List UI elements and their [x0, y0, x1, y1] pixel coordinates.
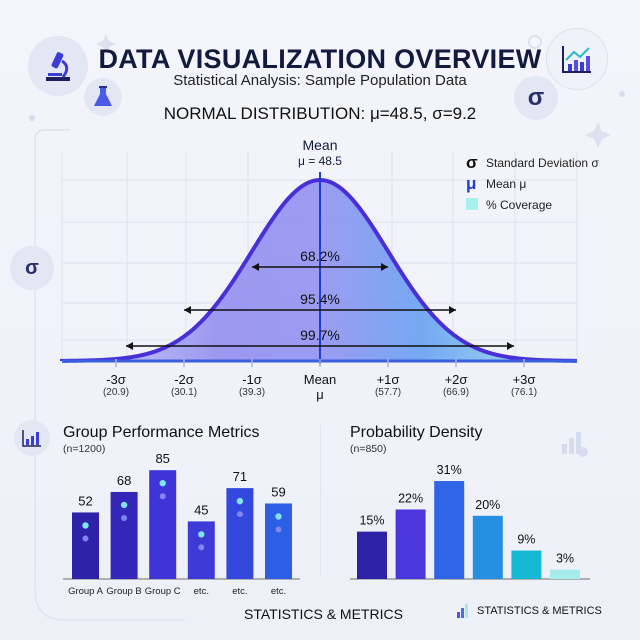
bar-value-label: 22%	[398, 491, 423, 505]
bar	[550, 569, 580, 579]
tick-label: -2σ (30.1)	[154, 372, 214, 398]
category-label: Group B	[106, 586, 141, 597]
tick-name: -1σ	[242, 372, 262, 387]
category-label: Group A	[68, 586, 104, 597]
category-label: Group C	[145, 586, 181, 597]
bar-value-label: 71	[233, 469, 247, 484]
bar-dot	[120, 501, 128, 509]
bar-dot	[82, 535, 89, 542]
footer-right: STATISTICS & METRICS	[477, 605, 602, 617]
tick-name: -3σ	[106, 372, 126, 387]
bar-value-label: 15%	[359, 514, 384, 528]
legend-symbol: σ	[466, 152, 478, 172]
microscope-icon	[28, 36, 88, 96]
group-metrics-title: Group Performance Metrics	[63, 424, 260, 441]
page-subtitle: Statistical Analysis: Sample Population …	[173, 72, 467, 89]
tick-value: μ	[316, 387, 324, 402]
tick-label: +2σ (66.9)	[426, 372, 486, 398]
tick-value: (66.9)	[442, 387, 470, 398]
category-label: etc.	[194, 586, 209, 597]
legend-item-sd: σ Standard Deviation σ	[466, 152, 599, 173]
tick-value: (30.1)	[170, 387, 198, 398]
tick-label: Mean μ	[290, 372, 350, 402]
bar-value-label: 45	[194, 502, 208, 517]
tick-value: (20.9)	[102, 387, 130, 398]
bar-value-label: 68	[117, 473, 131, 488]
probability-density-subtitle: (n=850)	[350, 443, 387, 455]
flask-icon	[84, 78, 122, 116]
tick-name: -2σ	[174, 372, 194, 387]
tick-label: +3σ (76.1)	[494, 372, 554, 398]
bar-value-label: 31%	[437, 463, 462, 477]
bar-dot	[159, 480, 166, 487]
tick-label: +1σ (57.7)	[358, 372, 418, 398]
bar-dot	[198, 544, 205, 551]
legend-label: % Coverage	[486, 197, 553, 212]
sigma-icon: σ	[514, 76, 558, 120]
legend-item-coverage: % Coverage	[466, 194, 599, 215]
tick-name: +2σ	[444, 372, 468, 387]
interval-label: 95.4%	[300, 291, 340, 307]
bar	[395, 509, 426, 579]
category-label: etc.	[232, 586, 247, 597]
bar-dot	[198, 531, 205, 538]
bar-charts: 52 Group A 68 Group B 85 Group C 45 etc. 71 etc. 5…	[63, 451, 590, 597]
bar-dot	[121, 514, 128, 521]
bar-value-label: 52	[78, 493, 92, 508]
normal-distribution-chart: 68.2% 95.4% 99.7%	[60, 152, 578, 367]
bar-value-label: 9%	[517, 533, 535, 547]
bar	[357, 531, 387, 579]
tick-value: (76.1)	[510, 387, 538, 398]
sigma-side-icon: σ	[10, 246, 54, 290]
bar	[472, 515, 503, 579]
probability-density-title: Probability Density	[350, 424, 483, 441]
legend-symbol: μ	[466, 173, 477, 193]
bar-chart-icon	[14, 420, 50, 456]
page-title: DATA VISUALIZATION OVERVIEW	[98, 44, 542, 74]
legend-item-mean: μ Mean μ	[466, 173, 599, 194]
divider	[320, 425, 321, 577]
category-label: etc.	[271, 586, 286, 597]
bar-dot	[82, 522, 89, 529]
bar	[511, 550, 542, 579]
bar-value-label: 85	[155, 451, 169, 466]
tick-name: Mean	[303, 372, 337, 387]
chart-trend-icon	[546, 28, 608, 90]
faded-chart-icon	[562, 432, 588, 457]
tick-value: (39.3)	[238, 387, 266, 398]
legend: σ Standard Deviation σ μ Mean μ % Coverage	[466, 152, 599, 215]
bar-dot	[159, 493, 166, 500]
tick-label: -3σ (20.9)	[86, 372, 146, 398]
bar	[434, 481, 465, 579]
mean-value-label: μ = 48.5	[298, 154, 342, 168]
mean-label: Mean	[302, 137, 338, 153]
interval-label: 68.2%	[300, 248, 340, 264]
distribution-title: NORMAL DISTRIBUTION: μ=48.5, σ=9.2	[163, 104, 477, 123]
bar-dot	[275, 526, 282, 533]
bar-dot	[275, 513, 282, 520]
tick-name: +1σ	[376, 372, 400, 387]
legend-label: Standard Deviation σ	[486, 155, 599, 170]
legend-label: Mean μ	[486, 176, 527, 191]
bar-value-label: 59	[271, 484, 285, 499]
bar-dot	[236, 511, 243, 518]
mini-bars-icon	[457, 604, 468, 618]
bar-value-label: 20%	[475, 498, 500, 512]
bar	[149, 470, 177, 579]
tick-name: +3σ	[512, 372, 536, 387]
group-metrics-subtitle: (n=1200)	[63, 443, 106, 455]
tick-value: (57.7)	[374, 387, 402, 398]
bar-dot	[236, 497, 244, 505]
coverage-swatch	[466, 195, 486, 215]
tick-label: -1σ (39.3)	[222, 372, 282, 398]
footer-center: STATISTICS & METRICS	[244, 606, 403, 622]
interval-label: 99.7%	[300, 327, 340, 343]
bar-value-label: 3%	[556, 552, 574, 566]
